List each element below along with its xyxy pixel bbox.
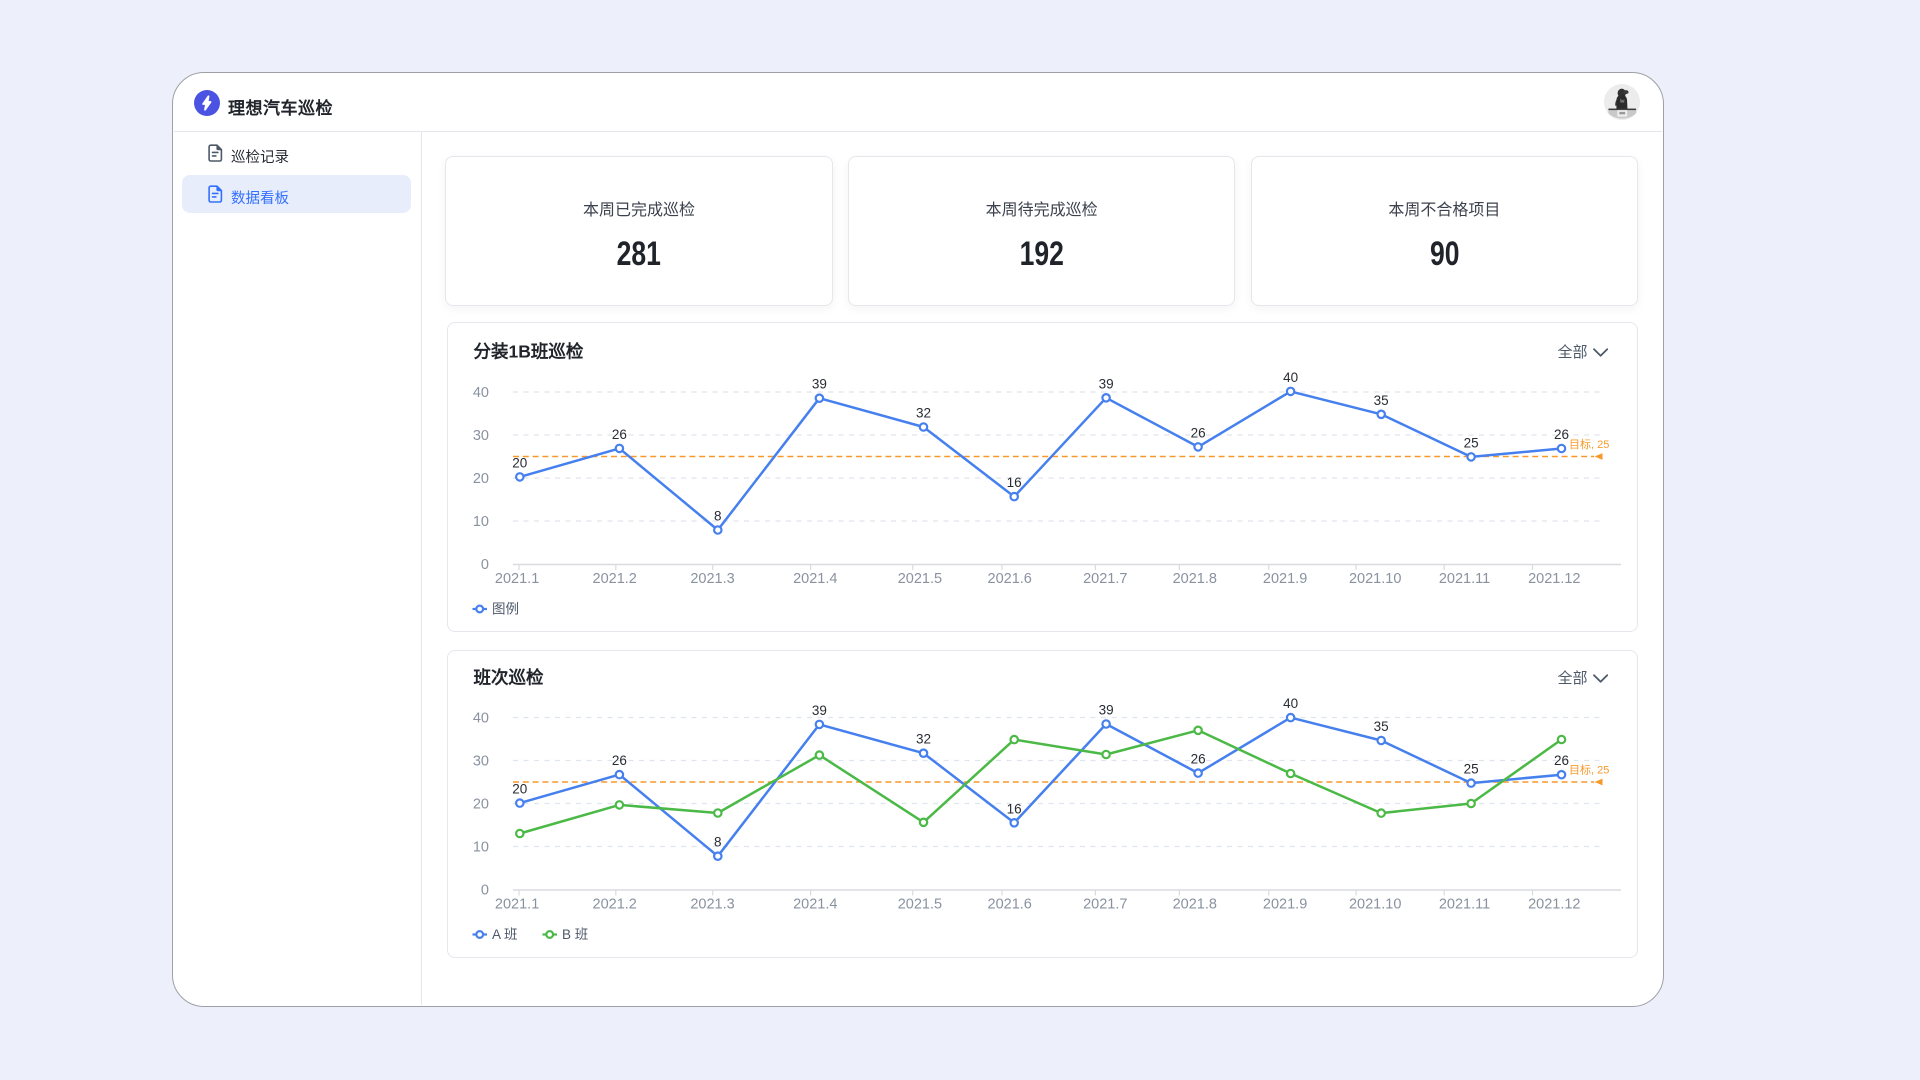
svg-text:26: 26 [1554,427,1569,442]
svg-text:2021.10: 2021.10 [1349,571,1401,587]
svg-text:26: 26 [1191,752,1206,767]
svg-text:20: 20 [473,797,489,813]
svg-text:2021.3: 2021.3 [690,571,734,587]
svg-text:2021.2: 2021.2 [593,571,637,587]
svg-text:8: 8 [714,835,722,850]
svg-text:39: 39 [1099,703,1114,718]
svg-text:35: 35 [1374,719,1389,734]
svg-text:32: 32 [916,732,931,747]
svg-text:2021.8: 2021.8 [1173,571,1217,587]
svg-text:2021.11: 2021.11 [1439,571,1490,587]
svg-text:分装1B班巡检: 分装1B班巡检 [474,342,584,362]
svg-text:20: 20 [512,782,527,797]
svg-text:目标, 25: 目标, 25 [1569,437,1609,451]
svg-text:16: 16 [1007,801,1022,816]
svg-text:2021.1: 2021.1 [495,571,539,587]
svg-text:39: 39 [812,377,827,392]
svg-text:2021.6: 2021.6 [988,571,1032,587]
svg-text:2021.7: 2021.7 [1083,897,1127,913]
svg-text:8: 8 [714,509,722,524]
svg-text:30: 30 [473,428,489,444]
svg-text:26: 26 [612,427,627,442]
svg-text:0: 0 [481,557,489,573]
svg-text:2021.9: 2021.9 [1263,897,1307,913]
svg-text:0: 0 [481,883,489,899]
svg-text:目标, 25: 目标, 25 [1569,763,1609,777]
svg-text:32: 32 [916,406,931,421]
svg-text:40: 40 [473,385,489,401]
svg-text:2021.4: 2021.4 [793,897,837,913]
svg-text:39: 39 [812,703,827,718]
svg-text:26: 26 [612,753,627,768]
svg-text:2021.1: 2021.1 [495,897,539,913]
svg-text:10: 10 [473,840,489,856]
svg-text:2021.5: 2021.5 [898,571,942,587]
svg-text:10: 10 [473,514,489,530]
svg-text:26: 26 [1191,425,1206,440]
svg-text:2021.3: 2021.3 [690,897,734,913]
svg-text:2021.12: 2021.12 [1528,571,1580,587]
svg-text:20: 20 [512,455,527,470]
svg-text:2021.8: 2021.8 [1173,897,1217,913]
svg-text:25: 25 [1464,435,1479,450]
svg-text:40: 40 [1283,370,1298,385]
svg-text:班次巡检: 班次巡检 [474,668,544,688]
svg-text:40: 40 [1283,696,1298,711]
svg-text:全部: 全部 [1557,669,1587,687]
svg-text:图例: 图例 [492,602,519,617]
svg-text:B 班: B 班 [562,927,588,942]
svg-text:25: 25 [1464,762,1479,777]
svg-text:30: 30 [473,754,489,770]
svg-text:16: 16 [1007,475,1022,490]
svg-text:2021.5: 2021.5 [898,897,942,913]
svg-text:2021.12: 2021.12 [1528,897,1580,913]
svg-text:2021.9: 2021.9 [1263,571,1307,587]
svg-text:26: 26 [1554,753,1569,768]
svg-text:20: 20 [473,471,489,487]
svg-text:2021.4: 2021.4 [793,571,837,587]
svg-text:35: 35 [1374,393,1389,408]
svg-text:2021.10: 2021.10 [1349,897,1401,913]
svg-text:2021.6: 2021.6 [988,897,1032,913]
svg-text:40: 40 [473,711,489,727]
svg-text:2021.7: 2021.7 [1083,571,1127,587]
svg-text:2021.11: 2021.11 [1439,897,1490,913]
svg-text:2021.2: 2021.2 [593,897,637,913]
svg-text:39: 39 [1099,376,1114,391]
svg-text:A 班: A 班 [492,927,518,942]
svg-text:全部: 全部 [1557,343,1587,361]
